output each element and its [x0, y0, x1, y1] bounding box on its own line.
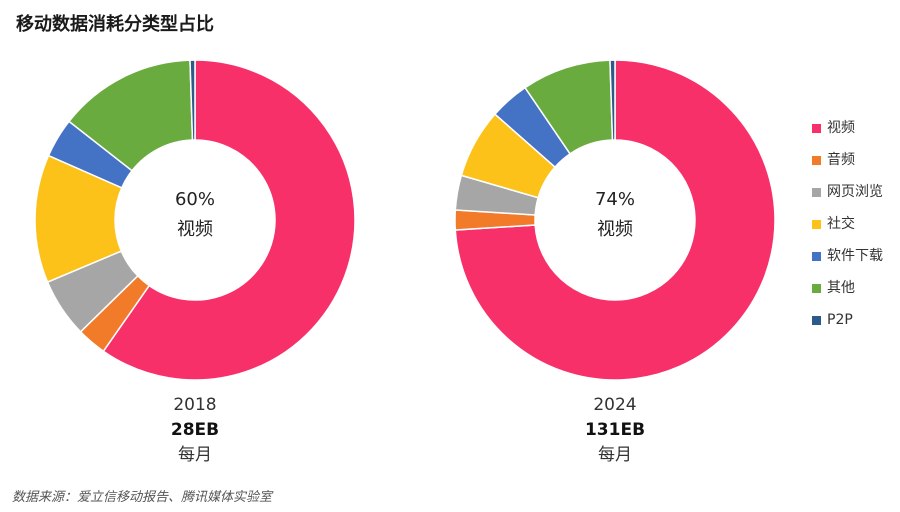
- legend-label: 音频: [827, 152, 855, 168]
- legend-item-web-browsing: 网页浏览: [812, 176, 883, 208]
- legend-item-software-download: 软件下载: [812, 240, 883, 272]
- center-percentage: 60%: [174, 189, 215, 210]
- legend-swatch: [812, 155, 821, 165]
- chart-title: 移动数据消耗分类型占比: [16, 14, 214, 35]
- legend-swatch: [812, 251, 821, 261]
- center-label: 视频: [597, 219, 633, 240]
- slice-p2p: [609, 59, 616, 141]
- legend-item-social: 社交: [812, 208, 883, 240]
- donut-center-2024: 74% 视频: [545, 185, 685, 245]
- caption-period: 每月: [598, 445, 632, 465]
- center-label: 视频: [177, 219, 213, 240]
- legend-swatch: [812, 283, 821, 293]
- caption-year: 2018: [173, 395, 217, 415]
- legend-swatch: [812, 187, 821, 197]
- legend-item-audio: 音频: [812, 144, 883, 176]
- legend-swatch: [812, 123, 821, 133]
- legend-swatch: [812, 219, 821, 229]
- caption-total: 28EB: [170, 420, 220, 440]
- slice-p2p: [189, 59, 196, 141]
- legend-item-p2p: P2P: [812, 304, 883, 336]
- chart-caption-2024: 2024 131EB 每月: [535, 393, 695, 468]
- donut-chart-2024: [454, 59, 776, 381]
- donut-chart-2018: [34, 59, 356, 381]
- legend-label: 视频: [827, 120, 855, 136]
- center-percentage: 74%: [594, 189, 635, 210]
- caption-total: 131EB: [584, 420, 646, 440]
- legend-item-other: 其他: [812, 272, 883, 304]
- donut-center-2018: 60% 视频: [125, 185, 265, 245]
- legend-swatch: [812, 315, 821, 325]
- legend-label: 其他: [827, 280, 855, 296]
- legend-label: 网页浏览: [827, 184, 883, 200]
- legend-item-video: 视频: [812, 112, 883, 144]
- legend-label: 社交: [827, 216, 855, 232]
- caption-year: 2024: [593, 395, 637, 415]
- slice-video: [102, 59, 356, 381]
- caption-period: 每月: [178, 445, 212, 465]
- legend: 视频 音频 网页浏览 社交 软件下载 其他 P2P: [812, 112, 883, 336]
- chart-caption-2018: 2018 28EB 每月: [115, 393, 275, 468]
- legend-label: P2P: [827, 312, 853, 328]
- source-note: 数据来源：爱立信移动报告、腾讯媒体实验室: [12, 490, 273, 505]
- slice-video: [454, 59, 776, 381]
- legend-label: 软件下载: [827, 248, 883, 264]
